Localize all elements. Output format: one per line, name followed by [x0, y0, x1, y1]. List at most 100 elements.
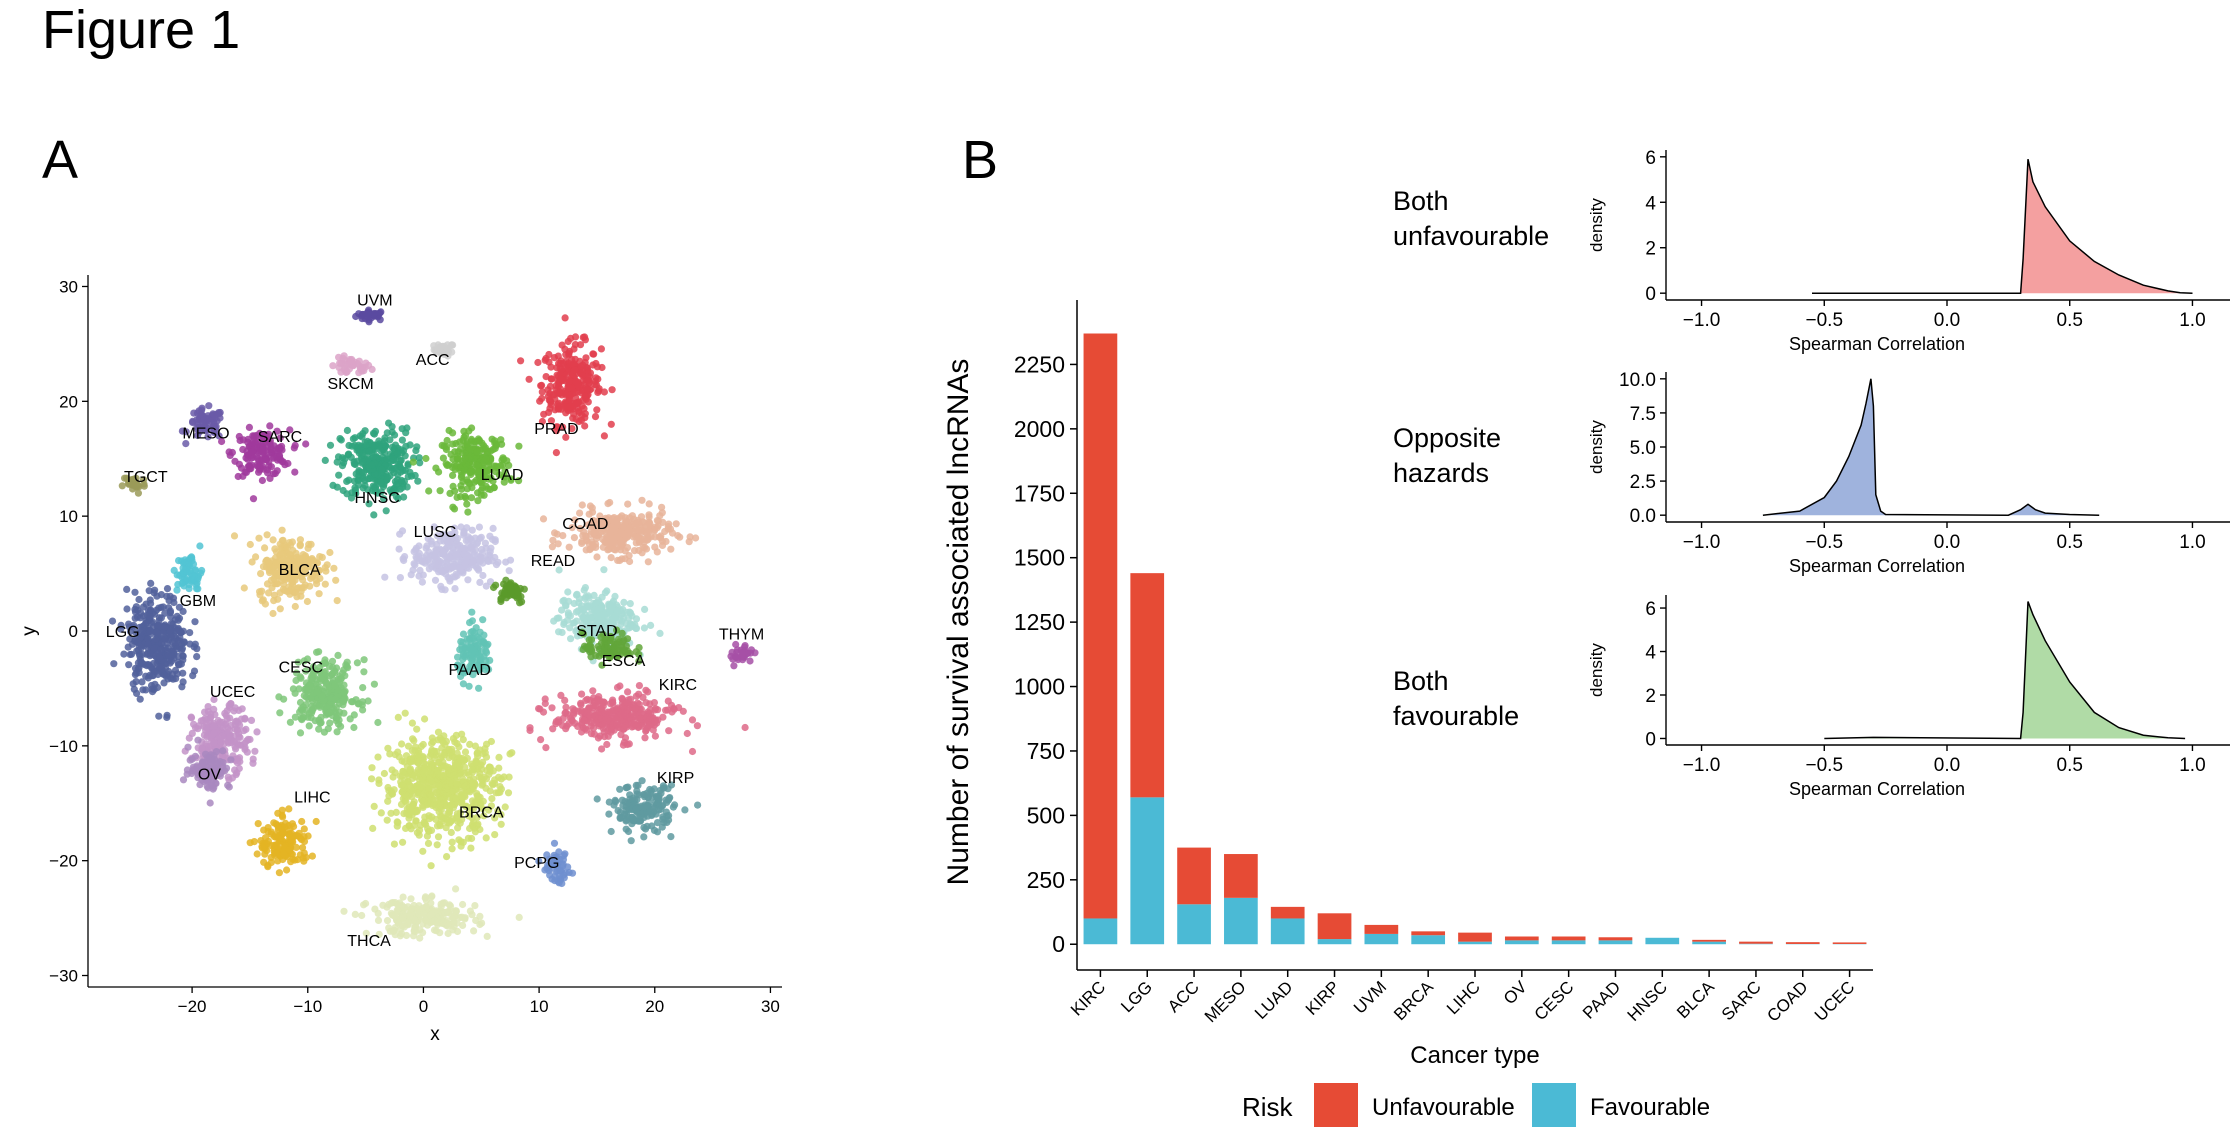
scatter-point [383, 917, 392, 925]
scatter-point [154, 622, 162, 630]
scatter-point [582, 392, 590, 400]
scatter-point [562, 391, 570, 399]
scatter-point [200, 425, 208, 433]
scatter-point [538, 394, 546, 403]
scatter-point [451, 448, 459, 456]
scatter-point [428, 813, 436, 821]
scatter-point [407, 472, 416, 480]
scatter-point [163, 585, 172, 593]
scatter-point [263, 531, 271, 539]
scatter-point [570, 534, 579, 542]
scatter-point [156, 654, 164, 662]
scatter-point [249, 759, 257, 767]
scatter-point [470, 551, 478, 559]
scatter-point [621, 519, 629, 527]
scatter-point [253, 850, 261, 858]
scatter-point [375, 776, 383, 784]
scatter-point [607, 621, 616, 630]
scatter-point [482, 662, 490, 670]
scatter-point [333, 597, 341, 605]
scatter-point [150, 589, 158, 597]
scatter-point [394, 713, 402, 722]
scatter-point [461, 466, 469, 474]
scatter-point [300, 825, 308, 833]
scatter-point [273, 580, 282, 588]
scatter-point [353, 659, 361, 667]
scatter-point [647, 621, 655, 630]
scatter-point [622, 825, 630, 833]
scatter-point [155, 712, 163, 720]
scatter-point [550, 617, 558, 625]
scatter-point [452, 780, 461, 788]
scatter-point [567, 635, 575, 643]
scatter-point [571, 341, 580, 349]
scatter-point [399, 893, 407, 901]
scatter-point [424, 839, 433, 848]
scatter-point [454, 824, 462, 832]
scatter-point [608, 386, 616, 394]
scatter-point [632, 805, 640, 813]
scatter-point [193, 653, 201, 661]
scatter-point [445, 763, 453, 772]
scatter-point [572, 608, 581, 616]
scatter-point [484, 640, 492, 648]
scatter-point [364, 486, 372, 494]
scatter-point [456, 667, 465, 676]
scatter-point [448, 534, 456, 542]
scatter-point [552, 449, 561, 457]
cluster-thym [727, 640, 759, 670]
scatter-point [436, 537, 444, 545]
scatter-point [491, 831, 499, 839]
scatter-point [136, 695, 144, 703]
scatter-point [413, 756, 421, 764]
scatter-point [483, 932, 491, 941]
scatter-point [138, 627, 146, 635]
scatter-point [276, 550, 285, 558]
scatter-point [386, 436, 394, 444]
scatter-point [626, 620, 634, 628]
scatter-point [388, 423, 396, 431]
scatter-point [139, 603, 147, 611]
scatter-point [414, 477, 422, 485]
scatter-point [302, 440, 310, 448]
scatter-point [659, 518, 667, 527]
scatter-point [587, 636, 596, 644]
scatter-point [582, 532, 590, 540]
scatter-point [640, 833, 648, 841]
scatter-point [566, 403, 574, 411]
scatter-point [456, 762, 464, 771]
cluster-kirp [593, 777, 702, 845]
scatter-point [157, 646, 165, 654]
scatter-point [368, 365, 376, 373]
scatter-point [542, 373, 550, 381]
scatter-point [579, 372, 587, 380]
cluster-lusc [381, 523, 515, 594]
scatter-point [477, 533, 485, 541]
scatter-point [451, 487, 459, 495]
scatter-point [579, 645, 587, 654]
scatter-point [559, 532, 567, 540]
scatter-point [287, 858, 295, 866]
scatter-point [482, 482, 490, 490]
scatter-point [650, 699, 659, 707]
scatter-point [265, 589, 273, 597]
scatter-point [273, 453, 281, 461]
scatter-point [413, 725, 421, 733]
scatter-point [343, 426, 351, 435]
scatter-point [125, 661, 133, 669]
scatter-point [270, 591, 278, 599]
scatter-point [291, 689, 299, 697]
scatter-point [465, 682, 473, 690]
scatter-point [539, 515, 548, 523]
scatter-point [256, 591, 264, 599]
scatter-point [515, 442, 523, 450]
cluster-meso [178, 402, 224, 448]
scatter-point [434, 728, 443, 736]
scatter-point [263, 469, 272, 477]
scatter-point [272, 849, 280, 857]
scatter-point [440, 350, 448, 358]
scatter-point [270, 819, 278, 827]
scatter-point [235, 432, 243, 441]
scatter-point [581, 725, 589, 733]
scatter-point [579, 606, 587, 614]
